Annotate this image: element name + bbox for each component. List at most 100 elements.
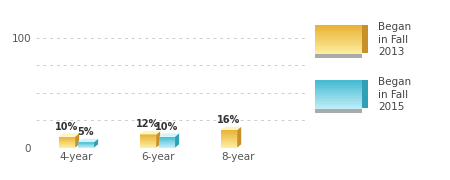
Text: Began
in Fall
2015: Began in Fall 2015 <box>378 77 412 112</box>
Polygon shape <box>221 147 237 148</box>
FancyBboxPatch shape <box>315 25 362 27</box>
Polygon shape <box>221 134 237 135</box>
Polygon shape <box>140 137 156 138</box>
FancyBboxPatch shape <box>315 102 362 104</box>
Polygon shape <box>59 147 75 148</box>
FancyBboxPatch shape <box>315 40 362 41</box>
Polygon shape <box>140 141 156 142</box>
FancyBboxPatch shape <box>315 51 362 53</box>
Text: 5%: 5% <box>78 127 94 137</box>
FancyBboxPatch shape <box>315 49 362 50</box>
FancyBboxPatch shape <box>315 101 362 102</box>
Polygon shape <box>78 142 94 143</box>
FancyBboxPatch shape <box>315 109 362 113</box>
Polygon shape <box>140 139 156 140</box>
FancyBboxPatch shape <box>315 32 362 34</box>
Polygon shape <box>159 143 175 144</box>
Polygon shape <box>159 142 175 143</box>
Polygon shape <box>75 133 79 148</box>
FancyBboxPatch shape <box>315 95 362 96</box>
FancyBboxPatch shape <box>315 86 362 87</box>
Polygon shape <box>59 141 75 142</box>
Polygon shape <box>140 131 160 134</box>
FancyBboxPatch shape <box>362 80 368 108</box>
FancyBboxPatch shape <box>315 47 362 49</box>
Polygon shape <box>159 133 179 137</box>
Polygon shape <box>221 145 237 146</box>
Polygon shape <box>59 139 75 140</box>
Polygon shape <box>221 130 237 131</box>
Polygon shape <box>237 127 241 148</box>
Polygon shape <box>78 146 94 147</box>
FancyBboxPatch shape <box>315 37 362 38</box>
Text: Began
in Fall
2013: Began in Fall 2013 <box>378 22 412 57</box>
Text: 16%: 16% <box>217 115 241 125</box>
Polygon shape <box>221 138 237 139</box>
Polygon shape <box>140 144 156 145</box>
Polygon shape <box>221 140 237 141</box>
Polygon shape <box>140 145 156 146</box>
FancyBboxPatch shape <box>362 25 368 53</box>
Polygon shape <box>221 139 237 140</box>
Polygon shape <box>159 138 175 139</box>
Polygon shape <box>175 133 179 148</box>
FancyBboxPatch shape <box>315 80 362 82</box>
FancyBboxPatch shape <box>315 46 362 47</box>
Polygon shape <box>221 132 237 133</box>
FancyBboxPatch shape <box>315 98 362 99</box>
FancyBboxPatch shape <box>315 85 362 86</box>
FancyBboxPatch shape <box>315 44 362 46</box>
FancyBboxPatch shape <box>315 96 362 98</box>
FancyBboxPatch shape <box>315 41 362 43</box>
Polygon shape <box>159 141 175 142</box>
Polygon shape <box>156 131 160 148</box>
Polygon shape <box>140 135 156 136</box>
FancyBboxPatch shape <box>315 54 362 58</box>
Polygon shape <box>59 140 75 141</box>
Polygon shape <box>159 145 175 146</box>
Polygon shape <box>78 143 94 144</box>
FancyBboxPatch shape <box>315 89 362 91</box>
Polygon shape <box>221 127 241 130</box>
Polygon shape <box>221 136 237 137</box>
FancyBboxPatch shape <box>315 43 362 44</box>
Polygon shape <box>59 137 75 138</box>
Polygon shape <box>221 137 237 138</box>
FancyBboxPatch shape <box>315 82 362 83</box>
Polygon shape <box>159 137 175 138</box>
FancyBboxPatch shape <box>315 38 362 40</box>
FancyBboxPatch shape <box>315 28 362 30</box>
FancyBboxPatch shape <box>315 87 362 89</box>
Polygon shape <box>140 147 156 148</box>
FancyBboxPatch shape <box>315 92 362 93</box>
FancyBboxPatch shape <box>315 105 362 107</box>
Polygon shape <box>78 147 94 148</box>
Polygon shape <box>59 144 75 145</box>
Polygon shape <box>140 142 156 143</box>
Polygon shape <box>59 142 75 143</box>
Polygon shape <box>159 144 175 145</box>
Polygon shape <box>159 146 175 147</box>
Polygon shape <box>78 145 94 146</box>
FancyBboxPatch shape <box>315 30 362 31</box>
Polygon shape <box>140 146 156 147</box>
Polygon shape <box>59 133 79 137</box>
FancyBboxPatch shape <box>315 104 362 105</box>
Polygon shape <box>140 138 156 139</box>
Polygon shape <box>221 143 237 144</box>
Polygon shape <box>221 144 237 145</box>
Polygon shape <box>221 135 237 136</box>
Polygon shape <box>59 145 75 146</box>
Polygon shape <box>159 140 175 141</box>
Polygon shape <box>140 134 156 135</box>
Polygon shape <box>140 136 156 137</box>
Polygon shape <box>140 140 156 141</box>
Polygon shape <box>221 141 237 142</box>
FancyBboxPatch shape <box>315 31 362 32</box>
FancyBboxPatch shape <box>315 93 362 95</box>
Polygon shape <box>221 142 237 143</box>
Text: 10%: 10% <box>155 122 179 132</box>
FancyBboxPatch shape <box>315 91 362 92</box>
Polygon shape <box>221 131 237 132</box>
FancyBboxPatch shape <box>315 83 362 85</box>
